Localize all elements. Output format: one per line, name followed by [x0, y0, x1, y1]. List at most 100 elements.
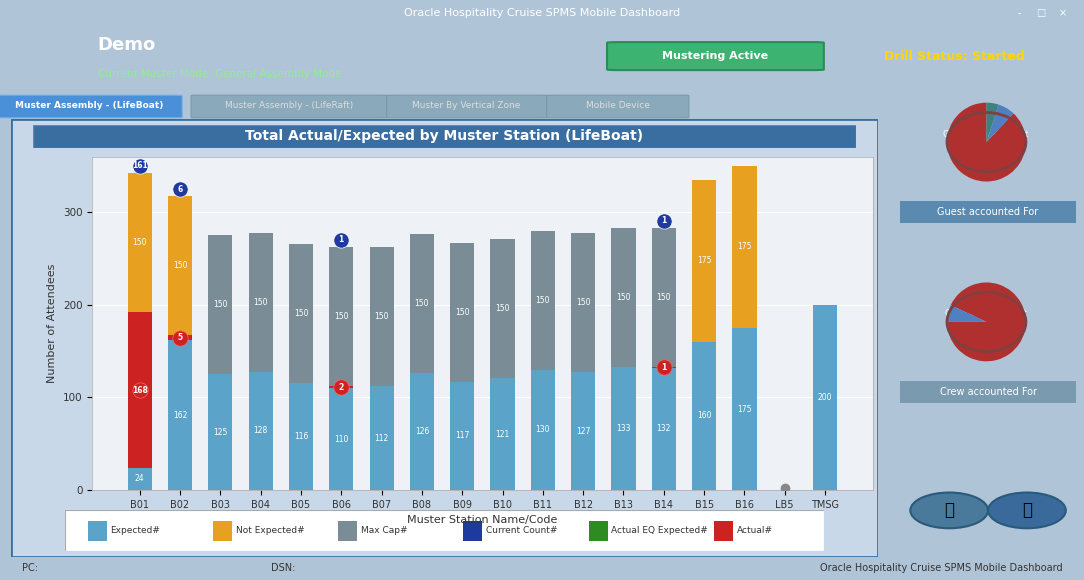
Text: -: - — [1017, 8, 1021, 18]
Bar — [733, 166, 757, 328]
Text: Mobile Device: Mobile Device — [585, 101, 649, 110]
Text: 133: 133 — [616, 424, 631, 433]
Text: 125: 125 — [214, 427, 228, 437]
Text: 24: 24 — [134, 474, 144, 484]
Text: 175: 175 — [697, 256, 711, 265]
Text: 150: 150 — [576, 299, 591, 307]
Bar — [208, 235, 232, 374]
FancyBboxPatch shape — [896, 468, 1080, 553]
Text: Muster By Vertical Zone: Muster By Vertical Zone — [413, 101, 520, 110]
Text: 168: 168 — [132, 386, 147, 394]
Text: Expected#: Expected# — [111, 526, 160, 535]
Text: 150: 150 — [172, 262, 188, 270]
Text: 150: 150 — [657, 293, 671, 302]
Text: 150: 150 — [334, 313, 349, 321]
Text: DSN:: DSN: — [271, 563, 295, 574]
Text: 110: 110 — [334, 434, 348, 444]
Text: 162: 162 — [172, 411, 188, 419]
Text: 200: 200 — [817, 393, 833, 402]
Bar — [128, 312, 152, 468]
FancyBboxPatch shape — [33, 125, 856, 148]
Text: 150: 150 — [132, 238, 147, 247]
Bar — [450, 382, 475, 490]
Text: Muster Assembly - (LifeRaft): Muster Assembly - (LifeRaft) — [224, 101, 353, 110]
Text: 5: 5 — [178, 333, 182, 342]
Bar — [330, 386, 353, 388]
Text: 150: 150 — [214, 300, 228, 309]
Text: Current Count#: Current Count# — [487, 526, 557, 535]
Text: Current Muster Mode: General Assembly Mode: Current Muster Mode: General Assembly Mo… — [98, 69, 341, 79]
Text: 126: 126 — [415, 427, 429, 436]
Wedge shape — [986, 104, 1014, 142]
Bar — [589, 521, 608, 541]
Bar — [571, 372, 595, 490]
Text: 112: 112 — [374, 434, 389, 443]
Text: 117: 117 — [455, 432, 469, 440]
Bar — [651, 367, 676, 368]
Bar — [651, 228, 676, 367]
Wedge shape — [947, 305, 986, 322]
Text: Crew Overall Count: Crew Overall Count — [945, 309, 1027, 318]
Text: 🔧: 🔧 — [1022, 501, 1032, 520]
Text: 150: 150 — [254, 298, 268, 307]
Text: Actual#: Actual# — [737, 526, 773, 535]
Text: 6: 6 — [178, 184, 182, 194]
Bar — [531, 231, 555, 369]
Y-axis label: Number of Attendees: Number of Attendees — [48, 264, 57, 383]
Bar — [571, 234, 595, 372]
Text: Guest Overall Count: Guest Overall Count — [943, 130, 1029, 139]
X-axis label: Muster Station Name/Code: Muster Station Name/Code — [408, 516, 557, 525]
Bar — [370, 386, 393, 490]
Text: 161: 161 — [132, 161, 147, 171]
Text: Oracle Hospitality Cruise SPMS Mobile Dashboard: Oracle Hospitality Cruise SPMS Mobile Da… — [404, 8, 680, 18]
Text: 150: 150 — [455, 308, 469, 317]
Text: Total Actual/Expected by Muster Station (LifeBoat): Total Actual/Expected by Muster Station … — [245, 129, 644, 143]
Text: 150: 150 — [616, 293, 631, 302]
Wedge shape — [947, 103, 1025, 182]
Text: 132: 132 — [657, 425, 671, 433]
Bar — [410, 374, 434, 490]
Bar — [733, 328, 757, 490]
Text: 2: 2 — [338, 383, 344, 392]
Bar — [531, 369, 555, 490]
Wedge shape — [947, 282, 1025, 361]
Text: Drill Status: Started: Drill Status: Started — [883, 50, 1024, 63]
Text: Guest accounted For: Guest accounted For — [938, 207, 1038, 218]
Bar — [128, 468, 152, 490]
Bar — [692, 180, 717, 342]
Text: Actual EQ Expected#: Actual EQ Expected# — [611, 526, 708, 535]
Text: Max Cap#: Max Cap# — [361, 526, 408, 535]
Bar — [464, 521, 482, 541]
FancyBboxPatch shape — [0, 95, 182, 118]
Bar — [490, 239, 515, 378]
Bar — [611, 367, 635, 490]
Bar — [288, 383, 313, 490]
Bar — [813, 305, 837, 490]
Bar — [692, 342, 717, 490]
Bar — [370, 248, 393, 386]
Text: 150: 150 — [415, 299, 429, 309]
Bar — [330, 388, 353, 490]
Bar — [168, 197, 192, 335]
Text: 160: 160 — [697, 411, 711, 420]
FancyBboxPatch shape — [546, 95, 689, 118]
Text: 121: 121 — [495, 430, 509, 438]
Text: Not Expected#: Not Expected# — [236, 526, 305, 535]
Bar — [168, 335, 192, 340]
Text: Demo: Demo — [98, 36, 156, 54]
Bar — [330, 248, 353, 386]
Bar — [611, 228, 635, 367]
Text: 🔍: 🔍 — [944, 501, 954, 520]
Bar — [212, 521, 232, 541]
Bar — [410, 234, 434, 374]
Bar — [248, 233, 273, 372]
Bar — [168, 340, 192, 490]
Text: 1: 1 — [338, 235, 344, 245]
FancyBboxPatch shape — [891, 200, 1084, 224]
Text: Crew accounted For: Crew accounted For — [940, 387, 1036, 397]
Text: 150: 150 — [535, 296, 550, 304]
FancyBboxPatch shape — [65, 510, 824, 551]
Bar — [128, 173, 152, 312]
Text: 175: 175 — [737, 242, 751, 251]
Text: 150: 150 — [294, 309, 308, 318]
